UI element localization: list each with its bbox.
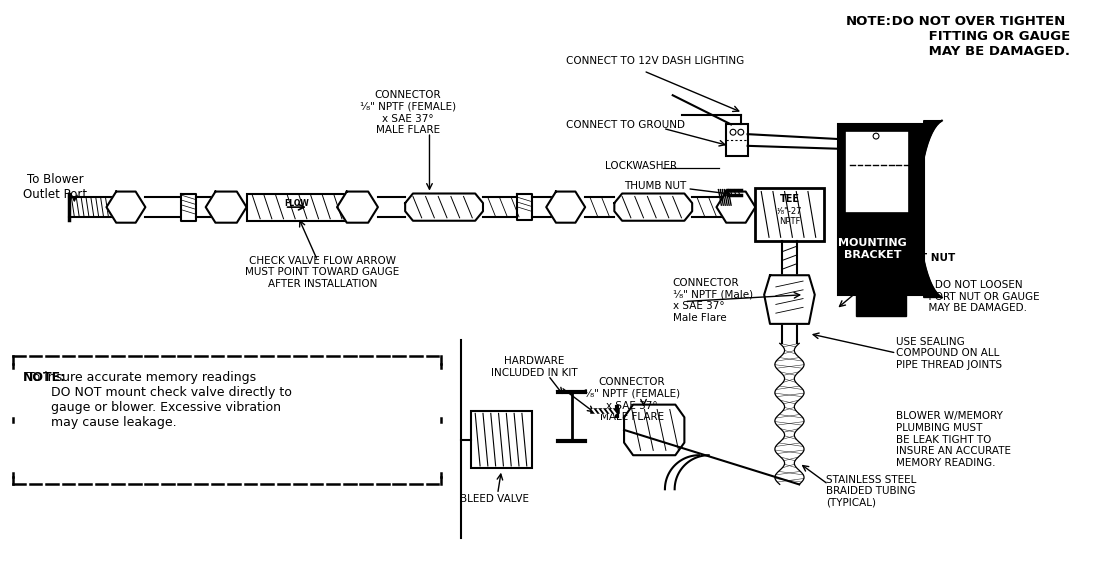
Text: CONNECTOR
¹⁄₈" NPTF (FEMALE)
x SAE 37°
MALE FLARE: CONNECTOR ¹⁄₈" NPTF (FEMALE) x SAE 37° M…: [583, 378, 680, 422]
Polygon shape: [405, 193, 484, 221]
Text: MOUNTING
BRACKET: MOUNTING BRACKET: [838, 238, 907, 260]
Text: BLEED VALVE: BLEED VALVE: [460, 494, 529, 504]
Polygon shape: [106, 192, 145, 223]
Text: NOTE:: NOTE:: [846, 15, 892, 28]
Text: CHECK VALVE FLOW ARROW
MUST POINT TOWARD GAUGE
AFTER INSTALLATION: CHECK VALVE FLOW ARROW MUST POINT TOWARD…: [245, 256, 399, 289]
Polygon shape: [919, 121, 942, 298]
Text: To insure accurate memory readings
       DO NOT mount check valve directly to
 : To insure accurate memory readings DO NO…: [23, 371, 292, 429]
Text: To Blower
Outlet Port: To Blower Outlet Port: [23, 173, 87, 201]
Bar: [471, 412, 531, 468]
Text: CONNECTOR
¹⁄₈" NPTF (Male)
x SAE 37°
Male Flare: CONNECTOR ¹⁄₈" NPTF (Male) x SAE 37° Mal…: [673, 278, 753, 323]
Text: NOTE:  DO NOT LOOSEN
          PORT NUT OR GAUGE
          MAY BE DAMAGED.: NOTE: DO NOT LOOSEN PORT NUT OR GAUGE MA…: [896, 280, 1040, 314]
Polygon shape: [716, 192, 755, 223]
Bar: [856, 295, 906, 316]
Polygon shape: [614, 193, 692, 221]
Text: PORT NUT: PORT NUT: [896, 253, 956, 263]
Text: FLOW: FLOW: [284, 199, 309, 208]
Text: USE SEALING
COMPOUND ON ALL
PIPE THREAD JOINTS: USE SEALING COMPOUND ON ALL PIPE THREAD …: [896, 337, 1003, 370]
Polygon shape: [624, 405, 684, 455]
Bar: [755, 188, 824, 241]
Text: CONNECTOR
¹⁄₈" NPTF (FEMALE)
x SAE 37°
MALE FLARE: CONNECTOR ¹⁄₈" NPTF (FEMALE) x SAE 37° M…: [360, 90, 456, 135]
Polygon shape: [764, 275, 815, 324]
Text: NPTF: NPTF: [779, 217, 801, 226]
Text: STAINLESS STEEL
BRAIDED TUBING
(TYPICAL): STAINLESS STEEL BRAIDED TUBING (TYPICAL): [826, 475, 917, 508]
Bar: [845, 131, 909, 213]
Text: DO NOT OVER TIGHTEN
         FITTING OR GAUGE
         MAY BE DAMAGED.: DO NOT OVER TIGHTEN FITTING OR GAUGE MAY…: [887, 15, 1070, 58]
Polygon shape: [547, 192, 586, 223]
Text: CONNECT TO 12V DASH LIGHTING: CONNECT TO 12V DASH LIGHTING: [566, 56, 744, 66]
Polygon shape: [337, 192, 378, 223]
Text: LOCKWASHER: LOCKWASHER: [604, 162, 676, 171]
Text: NOTE:: NOTE:: [23, 371, 65, 384]
Text: TEE: TEE: [780, 194, 800, 204]
Bar: [838, 124, 924, 295]
Text: ¹⁄₈"-27: ¹⁄₈"-27: [776, 206, 802, 215]
Polygon shape: [517, 194, 531, 220]
Bar: [246, 193, 347, 221]
Polygon shape: [182, 193, 196, 221]
Text: HARDWARE
INCLUDED IN KIT: HARDWARE INCLUDED IN KIT: [491, 356, 578, 378]
Text: BLOWER W/MEMORY
PLUMBING MUST
BE LEAK TIGHT TO
INSURE AN ACCURATE
MEMORY READING: BLOWER W/MEMORY PLUMBING MUST BE LEAK TI…: [896, 412, 1011, 468]
Bar: [726, 124, 747, 155]
Polygon shape: [205, 192, 246, 223]
Text: THUMB NUT: THUMB NUT: [624, 181, 686, 191]
Text: CONNECT TO GROUND: CONNECT TO GROUND: [566, 120, 684, 130]
